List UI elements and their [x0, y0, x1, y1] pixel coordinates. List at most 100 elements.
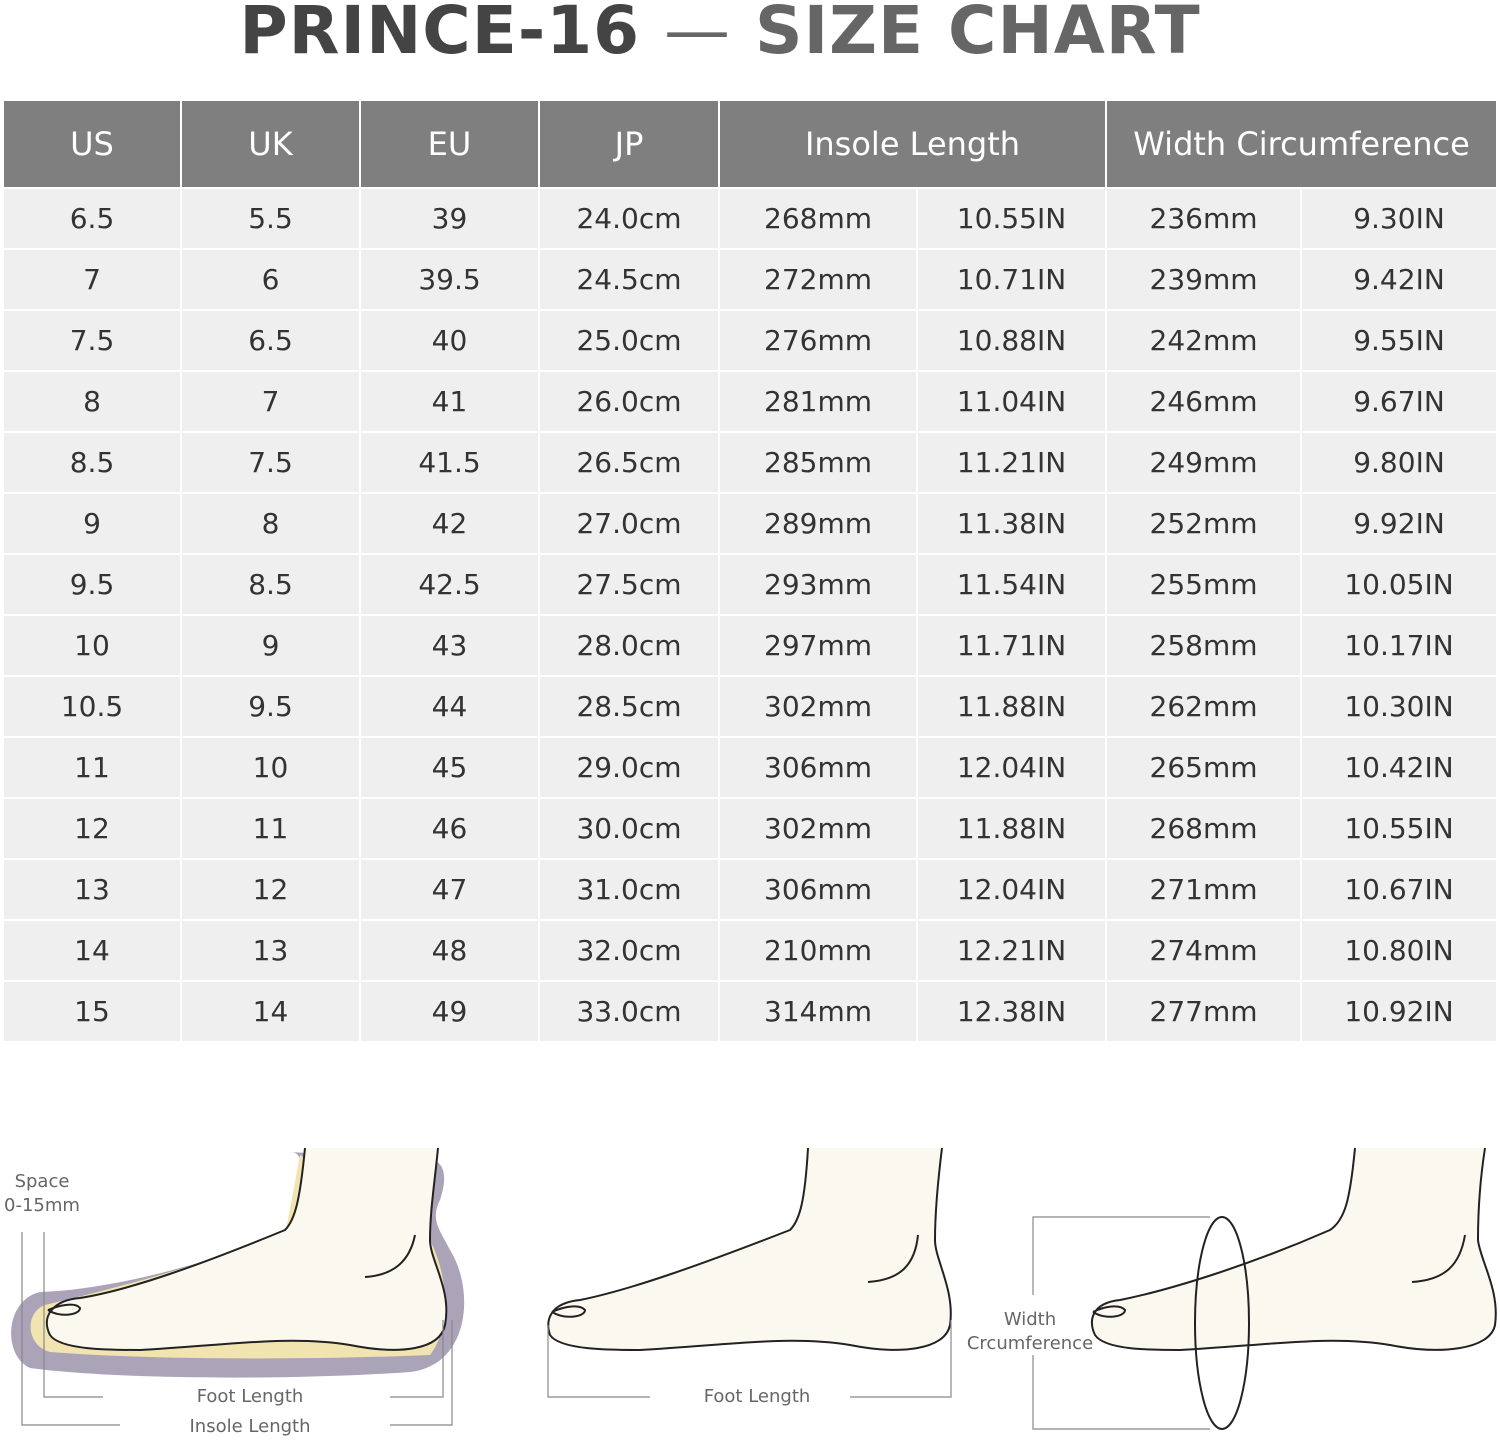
cell-insole-in: 11.71IN — [918, 616, 1105, 675]
header-jp: JP — [540, 101, 718, 187]
size-table: US UK EU JP Insole Length Width Circumfe… — [2, 99, 1498, 1043]
cell-width-in: 10.42IN — [1302, 738, 1496, 797]
cell-insole-mm: 210mm — [720, 921, 916, 980]
table-row: 7.5 6.5 40 25.0cm 276mm 10.88IN 242mm 9.55IN — [4, 311, 1496, 370]
cell-width-mm: 246mm — [1107, 372, 1300, 431]
table-row: 9 8 42 27.0cm 289mm 11.38IN 252mm 9.92IN — [4, 494, 1496, 553]
cell-jp: 26.5cm — [540, 433, 718, 492]
table-row: 15 14 49 33.0cm 314mm 12.38IN 277mm 10.92IN — [4, 982, 1496, 1041]
model-name: PRINCE-16 — [239, 0, 641, 69]
cell-us: 12 — [4, 799, 180, 858]
cell-width-in: 9.80IN — [1302, 433, 1496, 492]
cell-insole-in: 12.04IN — [918, 860, 1105, 919]
space-label-text: Space — [14, 1171, 70, 1192]
cell-jp: 26.0cm — [540, 372, 718, 431]
cell-uk: 11 — [182, 799, 359, 858]
cell-eu: 41.5 — [361, 433, 538, 492]
cell-insole-in: 11.21IN — [918, 433, 1105, 492]
header-uk: UK — [182, 101, 359, 187]
cell-insole-mm: 281mm — [720, 372, 916, 431]
cell-eu: 49 — [361, 982, 538, 1041]
cell-eu: 39 — [361, 189, 538, 248]
cell-insole-in: 12.21IN — [918, 921, 1105, 980]
header-insole-length: Insole Length — [720, 101, 1105, 187]
cell-width-mm: 265mm — [1107, 738, 1300, 797]
space-label: Space 0-15mm — [0, 1170, 84, 1218]
cell-insole-mm: 276mm — [720, 311, 916, 370]
cell-width-mm: 274mm — [1107, 921, 1300, 980]
cell-uk: 8.5 — [182, 555, 359, 614]
width-label-line2: Crcumference — [966, 1333, 1094, 1354]
cell-insole-mm: 306mm — [720, 738, 916, 797]
cell-us: 13 — [4, 860, 180, 919]
cell-insole-mm: 289mm — [720, 494, 916, 553]
table-row: 6.5 5.5 39 24.0cm 268mm 10.55IN 236mm 9.30IN — [4, 189, 1496, 248]
cell-us: 8.5 — [4, 433, 180, 492]
table-row: 7 6 39.5 24.5cm 272mm 10.71IN 239mm 9.42IN — [4, 250, 1496, 309]
cell-uk: 14 — [182, 982, 359, 1041]
cell-width-mm: 242mm — [1107, 311, 1300, 370]
cell-insole-in: 10.55IN — [918, 189, 1105, 248]
cell-eu: 48 — [361, 921, 538, 980]
foot-illustrations: Space 0-15mm Foot Length Insole Length F… — [0, 1140, 1500, 1441]
table-row: 9.5 8.5 42.5 27.5cm 293mm 11.54IN 255mm 10.05IN — [4, 555, 1496, 614]
insole-foot-illustration — [11, 1147, 465, 1426]
cell-insole-in: 11.88IN — [918, 677, 1105, 736]
cell-uk: 6 — [182, 250, 359, 309]
cell-us: 15 — [4, 982, 180, 1041]
space-value-text: 0-15mm — [4, 1195, 80, 1216]
header-eu: EU — [361, 101, 538, 187]
cell-insole-mm: 302mm — [720, 799, 916, 858]
cell-jp: 29.0cm — [540, 738, 718, 797]
cell-jp: 25.0cm — [540, 311, 718, 370]
cell-uk: 9 — [182, 616, 359, 675]
table-row: 8 7 41 26.0cm 281mm 11.04IN 246mm 9.67IN — [4, 372, 1496, 431]
cell-width-in: 10.17IN — [1302, 616, 1496, 675]
cell-jp: 28.5cm — [540, 677, 718, 736]
cell-eu: 40 — [361, 311, 538, 370]
table-row: 10.5 9.5 44 28.5cm 302mm 11.88IN 262mm 10.30IN — [4, 677, 1496, 736]
cell-eu: 46 — [361, 799, 538, 858]
cell-us: 10.5 — [4, 677, 180, 736]
cell-width-mm: 255mm — [1107, 555, 1300, 614]
cell-width-mm: 277mm — [1107, 982, 1300, 1041]
title-dash: — — [664, 0, 732, 69]
cell-uk: 9.5 — [182, 677, 359, 736]
table-row: 8.5 7.5 41.5 26.5cm 285mm 11.21IN 249mm 9.80IN — [4, 433, 1496, 492]
cell-eu: 43 — [361, 616, 538, 675]
cell-width-mm: 271mm — [1107, 860, 1300, 919]
cell-eu: 42 — [361, 494, 538, 553]
cell-us: 10 — [4, 616, 180, 675]
cell-width-in: 9.92IN — [1302, 494, 1496, 553]
cell-insole-mm: 302mm — [720, 677, 916, 736]
cell-width-in: 9.55IN — [1302, 311, 1496, 370]
cell-width-in: 10.30IN — [1302, 677, 1496, 736]
cell-us: 11 — [4, 738, 180, 797]
cell-width-mm: 236mm — [1107, 189, 1300, 248]
cell-insole-mm: 314mm — [720, 982, 916, 1041]
cell-us: 6.5 — [4, 189, 180, 248]
table-row: 14 13 48 32.0cm 210mm 12.21IN 274mm 10.80IN — [4, 921, 1496, 980]
foot-length-label: Foot Length — [196, 1386, 304, 1407]
cell-insole-in: 12.38IN — [918, 982, 1105, 1041]
cell-eu: 47 — [361, 860, 538, 919]
cell-us: 7.5 — [4, 311, 180, 370]
cell-insole-in: 11.88IN — [918, 799, 1105, 858]
cell-insole-in: 10.88IN — [918, 311, 1105, 370]
cell-insole-mm: 293mm — [720, 555, 916, 614]
cell-width-in: 10.80IN — [1302, 921, 1496, 980]
cell-us: 8 — [4, 372, 180, 431]
foot-length-illustration — [547, 1147, 952, 1398]
cell-uk: 7.5 — [182, 433, 359, 492]
cell-insole-mm: 285mm — [720, 433, 916, 492]
cell-width-in: 10.55IN — [1302, 799, 1496, 858]
cell-eu: 41 — [361, 372, 538, 431]
cell-width-mm: 258mm — [1107, 616, 1300, 675]
cell-jp: 24.0cm — [540, 189, 718, 248]
cell-insole-mm: 297mm — [720, 616, 916, 675]
cell-us: 9.5 — [4, 555, 180, 614]
cell-width-mm: 262mm — [1107, 677, 1300, 736]
table-row: 12 11 46 30.0cm 302mm 11.88IN 268mm 10.55IN — [4, 799, 1496, 858]
cell-insole-mm: 306mm — [720, 860, 916, 919]
insole-length-label: Insole Length — [189, 1416, 311, 1437]
